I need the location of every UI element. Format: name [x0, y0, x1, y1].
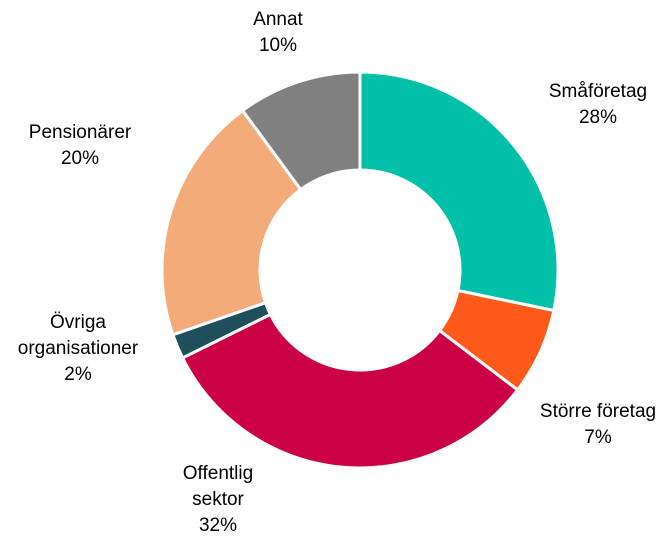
slice-label: Övriga organisationer 2% — [3, 310, 153, 388]
slice-label: Pensionärer 20% — [0, 120, 160, 172]
category-name: Större företag — [539, 401, 657, 422]
slice-label: Offentlig sektor 32% — [168, 461, 268, 539]
donut-slice — [160, 108, 303, 337]
category-name: Offentlig sektor — [182, 463, 254, 510]
value-label: 10% — [258, 35, 298, 56]
slice-label: Större företag 7% — [513, 399, 669, 451]
value-label: 7% — [584, 427, 612, 448]
category-name: Pensionärer — [28, 122, 132, 143]
category-name: Övriga organisationer — [17, 312, 139, 359]
value-label: 2% — [64, 364, 92, 385]
slice-label: Småföretag 28% — [518, 79, 669, 131]
value-label: 20% — [60, 148, 100, 169]
value-label: 32% — [198, 515, 238, 536]
donut-slice — [240, 70, 362, 192]
donut-slice — [358, 70, 560, 313]
slice-label: Annat 10% — [228, 7, 328, 59]
donut-slice — [180, 312, 520, 470]
value-label: 28% — [578, 107, 618, 128]
category-name: Småföretag — [548, 81, 648, 102]
category-name: Annat — [253, 9, 303, 30]
